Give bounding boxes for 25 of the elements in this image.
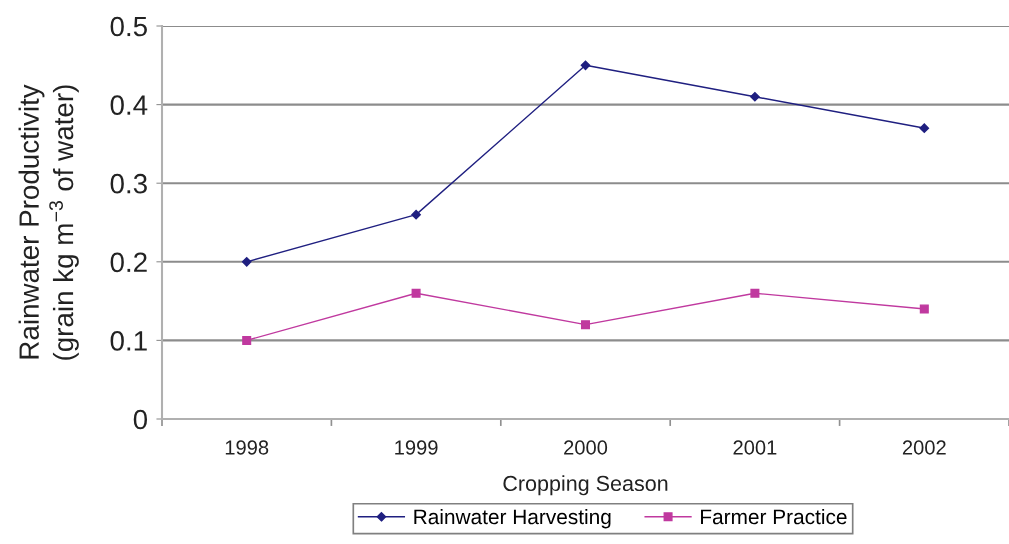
x-tick-label: 2002 (902, 440, 946, 455)
point (241, 256, 252, 267)
point (580, 320, 591, 330)
legend-label: Farmer Practice (701, 508, 847, 525)
point (750, 288, 760, 298)
point (750, 91, 760, 102)
x-axis-title: Cropping Season (503, 475, 668, 496)
point (580, 60, 591, 71)
x-tick-label: 2001 (733, 440, 777, 455)
point (919, 123, 930, 133)
point (242, 335, 252, 345)
y-tick-label: 0.5 (110, 16, 147, 37)
y-tick-label: 0.1 (110, 331, 147, 351)
x-tick-label: 1999 (395, 440, 438, 455)
y-tick-label: 0.3 (110, 173, 147, 194)
y-tick-label: 0.2 (110, 252, 147, 273)
y-axis-title: Rainwater Productivity (grain kg m$^{−3}$ of water) (18, 84, 79, 360)
legend-label: Rainwater Harvesting (414, 508, 611, 529)
x-tick-label: 1998 (225, 440, 269, 455)
y-tick-label: 0 (133, 409, 148, 430)
point (919, 304, 929, 314)
x-tick-label: 2000 (564, 440, 608, 455)
point (411, 288, 421, 298)
y-tick-label: 0.4 (110, 95, 148, 115)
point (411, 209, 421, 220)
